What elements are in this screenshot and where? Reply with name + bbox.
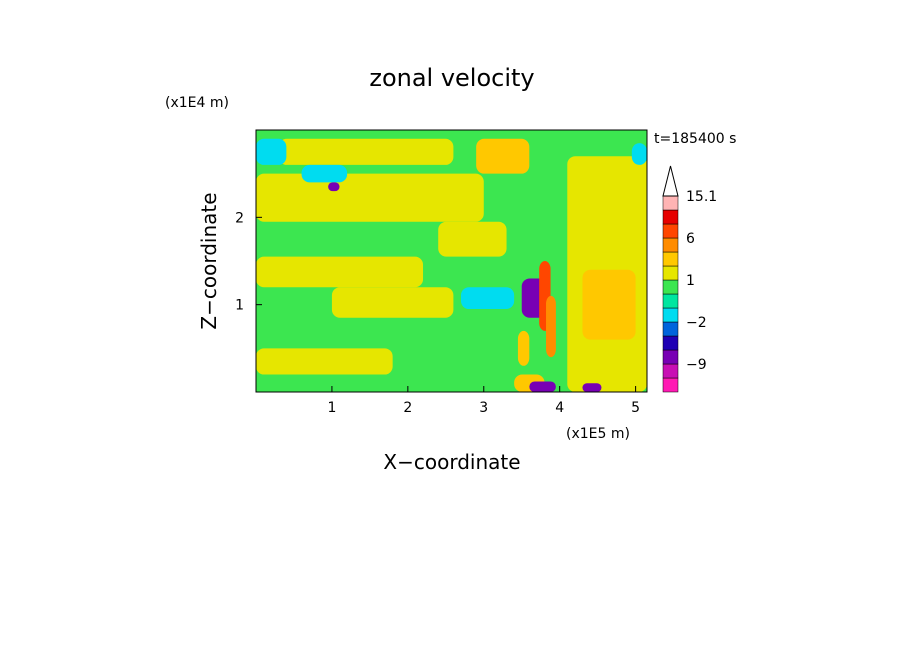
colorbar: 15.1 6 1 −2 −9 [662,165,717,393]
y-axis: 12 [235,210,262,314]
colorbar-tick-label: −2 [686,315,707,331]
field-region [301,164,348,183]
colorbar-swatch [662,279,679,295]
colorbar-swatch [662,377,679,393]
x-axis: 1 2 3 4 5 [327,386,640,416]
colorbar-swatch [662,237,679,253]
field-region [328,182,340,192]
colorbar-swatch [662,265,679,281]
colorbar-tick-label: 6 [686,231,695,247]
field-region [529,381,556,392]
x-tick-label: 4 [555,400,564,416]
colorbar-swatch [662,349,679,365]
field-region [256,256,424,288]
field-region [631,143,647,165]
field-region [256,173,484,222]
time-label: t=185400 s [654,131,736,147]
colorbar-tick-label: 1 [686,273,695,289]
y-tick-label: 2 [235,210,244,226]
field-region [256,138,287,165]
field-region [546,295,556,358]
colorbar-swatch [662,335,679,351]
plot-frame [255,129,648,393]
x-tick-label: 3 [479,400,488,416]
colorbar-swatch [662,293,679,309]
colorbar-tick-label: 15.1 [686,189,717,205]
heatmap-field [256,130,647,392]
field-region [460,287,515,310]
field-region [278,138,454,165]
x-tick-label: 1 [327,400,336,416]
field-region [582,383,602,392]
chart-title: zonal velocity [369,64,534,92]
colorbar-swatch [662,251,679,267]
field-region [476,138,530,174]
colorbar-swatch [662,307,679,323]
x-axis-title: X−coordinate [383,450,520,474]
colorbar-swatch [662,321,679,337]
colorbar-extend-arrow [662,165,679,197]
x-tick-label: 2 [403,400,412,416]
colorbar-swatch [662,209,679,225]
field-region [517,330,530,366]
x-unit-label: (x1E5 m) [566,426,630,442]
y-axis-title: Z−coordinate [197,192,221,329]
colorbar-swatch [662,363,679,379]
colorbar-swatch [662,223,679,239]
y-tick-label: 1 [235,298,244,314]
colorbar-swatch [662,195,679,211]
y-unit-label: (x1E4 m) [165,95,229,111]
field-region [331,287,454,318]
colorbar-tick-label: −9 [686,357,707,373]
x-tick-label: 5 [631,400,640,416]
field-region [438,221,507,257]
field-region [256,348,393,375]
field-region [582,269,636,340]
